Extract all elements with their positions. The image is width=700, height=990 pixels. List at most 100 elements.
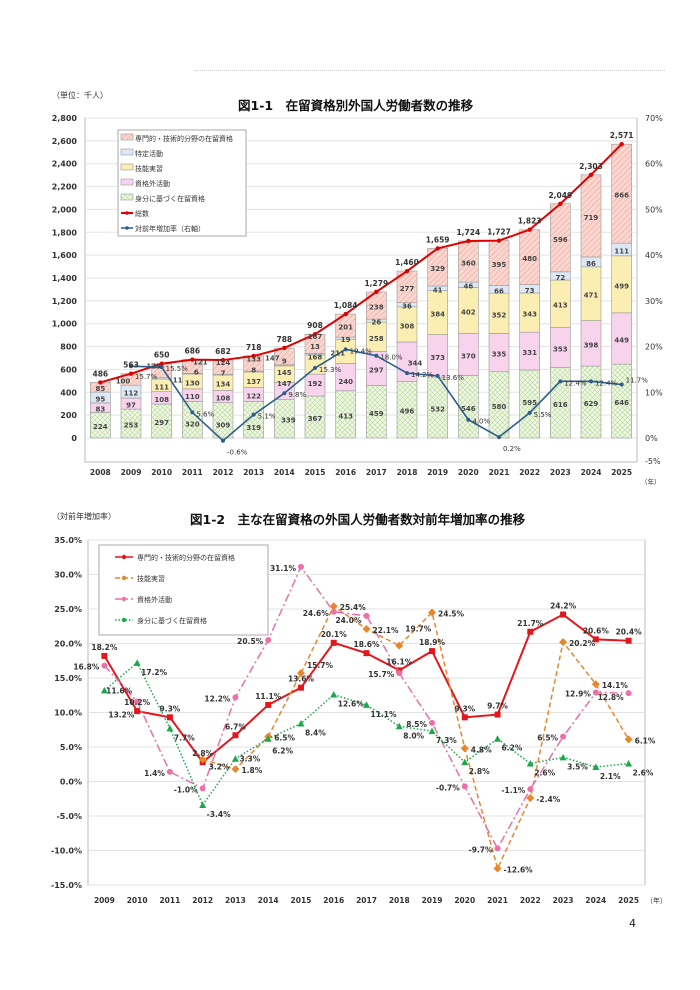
chart1-bar-label: 211 [330,349,345,357]
chart2-marker-square [134,708,141,715]
chart1-growth-marker [374,353,379,358]
chart2-marker-diamond [493,864,502,873]
chart2-marker-circle [363,612,370,619]
chart1-legend-marker [125,211,129,215]
chart1-bar-label: 108 [154,396,169,404]
chart1-bar-label: 9 [282,357,287,365]
chart1-y2tick-label: 0% [645,434,658,443]
chart2-marker-diamond [624,735,633,744]
chart2-data-label: 1.4% [144,769,165,778]
chart1-total-marker [251,353,256,359]
chart1-y2tick-label: -5% [645,457,661,466]
chart1-total-label: 2,303 [579,162,603,171]
chart2-data-label: 17.2% [141,668,168,677]
chart1-bar-label: 459 [369,410,384,418]
chart1-bar-label: 471 [584,292,599,300]
chart2-marker-circle [396,670,403,677]
chart2-line-3 [103,565,629,851]
chart2-marker-square [429,648,436,655]
chart1-bar-label: 121 [193,358,208,366]
chart1-xtick-label: 2008 [90,468,111,477]
chart2-data-label: 10.2% [124,698,151,707]
chart1-ytick-label: 1,800 [52,228,78,237]
chart2-marker-square [592,636,599,643]
chart1-growth-label: 0.2% [503,445,521,453]
chart2-data-label: 6.2% [272,747,293,756]
chart2-marker-triangle [231,755,239,762]
chart1-xtick-label: 2012 [213,468,234,477]
chart2-data-label: 6.5% [537,734,558,743]
chart1-growth-label: 4.0% [472,418,490,426]
chart2-data-label: 15.7% [307,661,334,670]
chart2-data-label: 18.9% [419,638,446,647]
chart1-total-label: 718 [246,343,262,352]
chart2-marker-triangle [592,763,600,771]
chart1-bar-label: 36 [402,303,412,311]
chart1-xtick-label: 2013 [243,468,264,477]
chart1-growth-marker [619,382,624,387]
chart1-legend [117,129,247,237]
chart1-bar-label: 238 [369,304,384,312]
chart1-bar-label: 258 [369,335,384,343]
chart2-data-label: 7.3% [436,736,457,745]
chart2-data-label: 20.6% [583,626,610,635]
chart2-marker-diamond [198,755,207,764]
chart2-marker-square [330,639,337,646]
chart2-marker-circle [199,785,206,792]
chart2-legend-label: 身分に基づく在留資格 [137,616,207,625]
chart1-ytick-label: 800 [60,343,77,352]
chart1-legend-label: 総数 [135,209,149,218]
chart1-bar-label: 370 [461,352,476,360]
chart1-ytick-label: 1,600 [52,251,78,260]
chart1-bar-label: 124 [216,359,231,367]
chart1-legend-swatch [120,133,134,141]
chart1-bar-label: 331 [522,349,537,357]
chart2-data-label: 9.3% [454,704,475,713]
chart2-data-label: 2.8% [192,749,213,758]
chart1-ytick-label: 2,600 [52,137,78,146]
chart1-ytick-label: 200 [60,411,77,420]
chart2-ytick-label: 20.0% [54,640,82,649]
chart2-xtick-label: 2023 [553,896,574,905]
chart2-data-label: 13.2% [108,710,135,719]
chart1-bar-label: 192 [308,380,323,388]
chart1-y2tick-label: 30% [645,297,663,306]
chart1-bar-label: 629 [584,400,599,408]
chart1-bar-label: 496 [400,408,415,416]
chart1-xtick-label: 2015 [305,468,326,477]
page-top-rule [195,70,665,71]
chart1-xtick-label: 2009 [121,468,142,477]
chart1-bar-label: 147 [277,380,292,388]
chart1-bar-label: 167 [308,333,323,341]
chart1-bar-label: 373 [430,354,445,362]
chart2-marker-triangle [363,701,370,708]
chart2-legend-marker [121,596,127,602]
chart1-total-marker [374,289,379,295]
chart1-growth-marker [497,435,501,440]
chart2-ytick-label: -15.0% [51,881,82,890]
chart2-data-label: 19.7% [405,625,432,634]
chart1-total-marker [496,238,502,243]
chart1-total-label: 908 [307,321,323,330]
chart1-bar-label: 112 [124,390,139,398]
chart2-marker-triangle [395,722,403,730]
chart2-data-label: -0.7% [436,783,460,792]
chart2-legend [98,544,269,636]
chart1-total-label: 2,049 [548,191,572,200]
chart2-marker-diamond [231,765,240,774]
chart1-growth-marker [343,347,348,352]
chart2-marker-diamond [395,641,404,650]
chart1-growth-label: 15.3% [319,366,342,374]
chart2-data-label: -2.4% [536,795,560,804]
chart1-bar-label: 41 [433,286,443,294]
chart1-growth-label: 18.0% [380,354,403,362]
chart2-ytick-label: 0.0% [60,778,82,787]
chart2-data-label: 11.1% [371,710,398,719]
chart2-marker-circle [527,786,534,793]
chart2-ytick-label: -5.0% [56,812,82,821]
chart1-xtick-label: 2017 [366,468,387,477]
chart1-xtick-label: 2016 [335,468,356,477]
chart2-marker-triangle [526,760,534,767]
chart1-bar-label: 297 [369,367,384,375]
chart2-data-label: 24.6% [303,609,330,618]
